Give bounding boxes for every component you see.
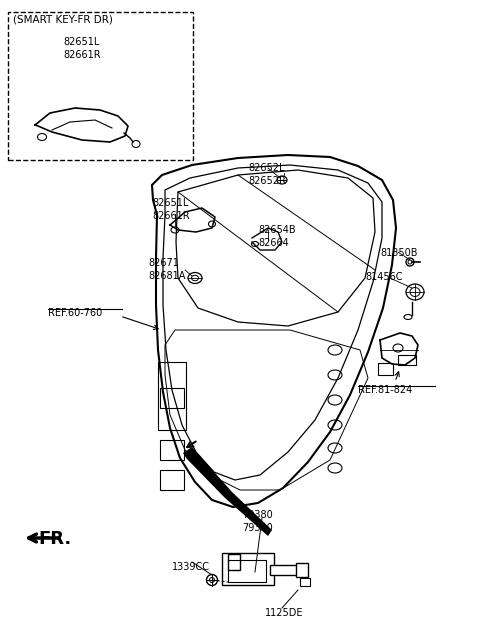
FancyBboxPatch shape	[270, 565, 298, 575]
Text: 82654B
82664: 82654B 82664	[258, 225, 296, 248]
Text: 81350B: 81350B	[380, 248, 418, 258]
Text: 82651L
82661R: 82651L 82661R	[63, 37, 101, 60]
FancyBboxPatch shape	[222, 553, 274, 585]
Text: REF.81-824: REF.81-824	[358, 385, 412, 395]
Text: 79380
79390: 79380 79390	[242, 510, 273, 533]
Text: (SMART KEY-FR DR): (SMART KEY-FR DR)	[13, 15, 113, 25]
FancyBboxPatch shape	[228, 554, 240, 570]
Text: FR.: FR.	[38, 530, 71, 548]
Text: REF.60-760: REF.60-760	[48, 308, 102, 318]
FancyBboxPatch shape	[296, 563, 308, 577]
Text: 82671
82681A: 82671 82681A	[148, 258, 185, 281]
Text: 1339CC: 1339CC	[172, 562, 210, 572]
Text: 82651L
82661R: 82651L 82661R	[152, 198, 190, 221]
Text: 81456C: 81456C	[365, 272, 403, 282]
Text: 82652L
82652R: 82652L 82652R	[248, 163, 286, 186]
Polygon shape	[183, 447, 272, 536]
Text: 1125DE: 1125DE	[265, 608, 303, 618]
